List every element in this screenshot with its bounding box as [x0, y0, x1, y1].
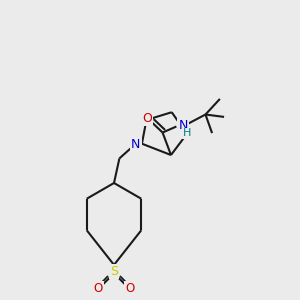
Text: S: S: [110, 265, 118, 278]
Text: N: N: [178, 118, 188, 131]
Text: O: O: [142, 112, 152, 124]
Text: O: O: [125, 282, 134, 296]
Text: O: O: [94, 282, 103, 296]
Text: N: N: [131, 138, 141, 152]
Text: H: H: [182, 128, 191, 138]
